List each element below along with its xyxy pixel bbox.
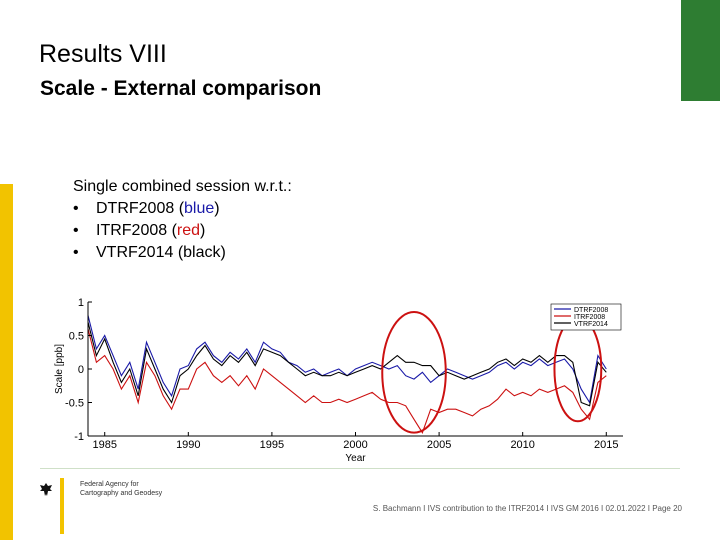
x-tick-label: 2015: [594, 439, 618, 451]
bullet-item-vtrf2014: • VTRF2014 (black): [73, 242, 292, 264]
bullet-name: ITRF2008: [96, 222, 168, 239]
bullet-item-itrf2008: • ITRF2008 (red): [73, 220, 292, 242]
x-axis-label: Year: [345, 453, 366, 464]
bullet-paren: (: [174, 200, 185, 217]
x-tick-label: 1995: [260, 439, 284, 451]
agency-line-2: Cartography and Geodesy: [80, 490, 163, 497]
legend-box: [550, 303, 622, 331]
bullet-intro: Single combined session w.r.t.:: [73, 178, 292, 195]
bullet-paren: (: [167, 222, 177, 239]
legend-label-dtrf2008: DTRF2008: [574, 307, 608, 314]
bullet-dot: •: [73, 222, 79, 239]
agency-name: Federal Agency for Cartography and Geode…: [80, 480, 162, 498]
x-tick-label: 2010: [510, 439, 534, 451]
bullet-color-word: black: [183, 244, 221, 261]
bullet-paren: (: [173, 244, 184, 261]
y-tick-label: -1: [74, 431, 84, 443]
slide-subtitle: Scale - External comparison: [40, 77, 322, 100]
logo-color-stripe: [60, 478, 64, 534]
bullet-name: DTRF2008: [96, 200, 175, 217]
plot-area: 1985 1990 1995 2000 2005 2010 2015 1 0.5 0 -0.5 -1 Y…: [54, 297, 623, 464]
footer-divider: [40, 468, 680, 469]
highlight-circle-1: [381, 311, 447, 434]
footer-credit: S. Bachmann I IVS contribution to the IT…: [372, 504, 682, 513]
bullet-paren: ): [200, 222, 206, 239]
accent-yellow-bar: [0, 184, 13, 540]
bullet-name: VTRF2014: [96, 244, 174, 261]
scale-chart: 1985 1990 1995 2000 2005 2010 2015 1 0.5 0 -0.5 -1 Y…: [54, 297, 623, 464]
y-axis-label: Scale [ppb]: [54, 344, 65, 394]
bullet-item-dtrf2008: • DTRF2008 (blue): [73, 198, 292, 220]
slide-title: Results VIII: [39, 40, 167, 68]
x-tick-label: 2000: [343, 439, 367, 451]
bullet-dot: •: [73, 244, 79, 261]
bullet-paren: ): [220, 244, 226, 261]
accent-green-bar: [681, 0, 720, 101]
y-tick-label: 0.5: [69, 331, 84, 343]
bullet-dot: •: [73, 200, 79, 217]
series-line-dtrf2008: [87, 315, 607, 405]
y-tick-label: 1: [78, 297, 84, 309]
federal-eagle-icon: [40, 483, 52, 496]
y-tick-label: 0: [78, 364, 84, 376]
legend-label-vtrf2014: VTRF2014: [574, 321, 608, 328]
x-tick-label: 1985: [92, 439, 116, 451]
bullet-color-word: blue: [184, 200, 215, 217]
bullet-color-word: red: [176, 222, 201, 239]
highlight-circle-2: [553, 315, 603, 423]
x-tick-label: 1990: [176, 439, 200, 451]
agency-line-1: Federal Agency for: [80, 481, 139, 488]
legend-label-itrf2008: ITRF2008: [574, 314, 605, 321]
y-tick-label: -0.5: [65, 398, 84, 410]
x-tick-label: 2005: [427, 439, 451, 451]
series-line-itrf2008: [87, 328, 607, 434]
bullet-paren: ): [214, 200, 220, 217]
series-line-vtrf2014: [87, 321, 607, 407]
bullet-list: Single combined session w.r.t.: • DTRF200…: [73, 176, 292, 264]
